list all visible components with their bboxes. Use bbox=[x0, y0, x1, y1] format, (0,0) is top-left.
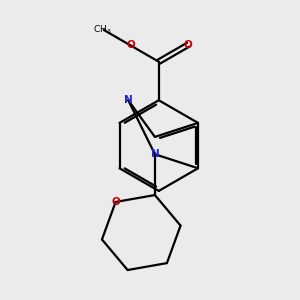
Text: N: N bbox=[124, 95, 133, 105]
Text: O: O bbox=[184, 40, 193, 50]
Text: O: O bbox=[126, 40, 135, 50]
Text: O: O bbox=[111, 197, 120, 207]
Text: CH$_3$: CH$_3$ bbox=[93, 24, 111, 36]
Text: N: N bbox=[151, 149, 159, 159]
